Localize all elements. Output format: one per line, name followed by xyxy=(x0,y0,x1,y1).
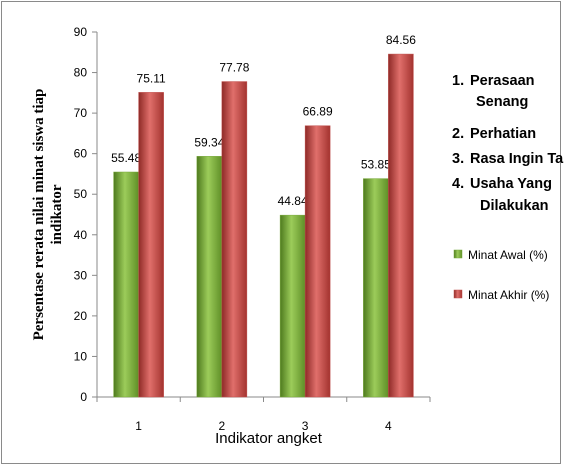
note-4-number: 4. xyxy=(452,176,464,192)
x-tick-label: 2 xyxy=(219,419,226,433)
legend-label-minat-awal: Minat Awal (%) xyxy=(468,248,548,262)
y-axis-title-line-2: indikator xyxy=(49,184,65,244)
y-tick-label: 0 xyxy=(80,390,87,404)
data-label-minat-akhir-2: 77.78 xyxy=(219,61,249,75)
y-tick-label: 80 xyxy=(74,66,88,80)
note-4-line-2: Dilakukan xyxy=(480,198,549,214)
y-tick-label: 90 xyxy=(74,25,88,39)
bar-minat-akhir-1 xyxy=(138,92,164,398)
bar-minat-awal-4 xyxy=(363,178,389,398)
bars: 55.48 75.11 59.34 77.78 44.84 66.89 53.85 84.56 xyxy=(111,33,416,398)
bar-minat-akhir-3 xyxy=(304,125,331,398)
axis-titles: Indikator angket Persentase rerata nilai … xyxy=(31,89,323,447)
legend: Minat Awal (%) Minat Akhir (%) xyxy=(453,248,549,302)
x-tick-label: 3 xyxy=(302,419,309,433)
y-tick-label: 10 xyxy=(74,349,88,363)
legend-swatch-minat-awal xyxy=(453,249,463,259)
note-3-number: 3. xyxy=(452,151,464,167)
note-1-line-2: Senang xyxy=(476,94,528,110)
note-1-line-1: Perasaan xyxy=(470,73,535,89)
data-label-minat-awal-3: 44.84 xyxy=(278,194,308,208)
data-label-minat-akhir-3: 66.89 xyxy=(303,105,333,119)
y-axis-ticks: 0 10 20 30 40 50 60 70 80 90 xyxy=(74,25,97,404)
y-tick-label: 50 xyxy=(74,187,88,201)
y-axis-title-line-1: Persentase rerata nilai minat siswa tiap xyxy=(31,89,47,341)
x-tick-label: 4 xyxy=(385,419,392,433)
y-tick-label: 40 xyxy=(74,228,88,242)
y-tick-label: 20 xyxy=(74,309,88,323)
bar-minat-akhir-4 xyxy=(388,53,414,398)
indicator-notes: 1. Perasaan Senang 2. Perhatian 3. Rasa Ingin … xyxy=(452,73,564,214)
data-label-minat-awal-1: 55.48 xyxy=(111,151,141,165)
y-tick-label: 70 xyxy=(74,106,88,120)
note-2-line-1: Perhatian xyxy=(470,126,536,142)
x-axis-title: Indikator angket xyxy=(215,430,323,447)
y-tick-label: 30 xyxy=(74,268,88,282)
note-4-line-1: Usaha Yang xyxy=(470,176,552,192)
note-2-number: 2. xyxy=(452,126,464,142)
bar-minat-akhir-2 xyxy=(221,81,248,398)
bar-minat-awal-1 xyxy=(113,171,139,398)
legend-swatch-minat-akhir xyxy=(453,289,463,299)
data-label-minat-awal-2: 59.34 xyxy=(194,135,224,149)
note-3-line-1: Rasa Ingin Tahu xyxy=(470,151,564,167)
x-axis-ticks: 1 2 3 4 xyxy=(96,397,431,433)
bar-minat-awal-3 xyxy=(279,214,306,398)
y-tick-label: 60 xyxy=(74,147,88,161)
note-1-number: 1. xyxy=(452,73,464,89)
data-label-minat-akhir-1: 75.11 xyxy=(137,71,166,85)
x-tick-label: 1 xyxy=(135,419,142,433)
data-label-minat-awal-4: 53.85 xyxy=(361,158,391,172)
bar-minat-awal-2 xyxy=(196,156,223,398)
legend-label-minat-akhir: Minat Akhir (%) xyxy=(468,288,549,302)
data-label-minat-akhir-4: 84.56 xyxy=(386,33,416,47)
